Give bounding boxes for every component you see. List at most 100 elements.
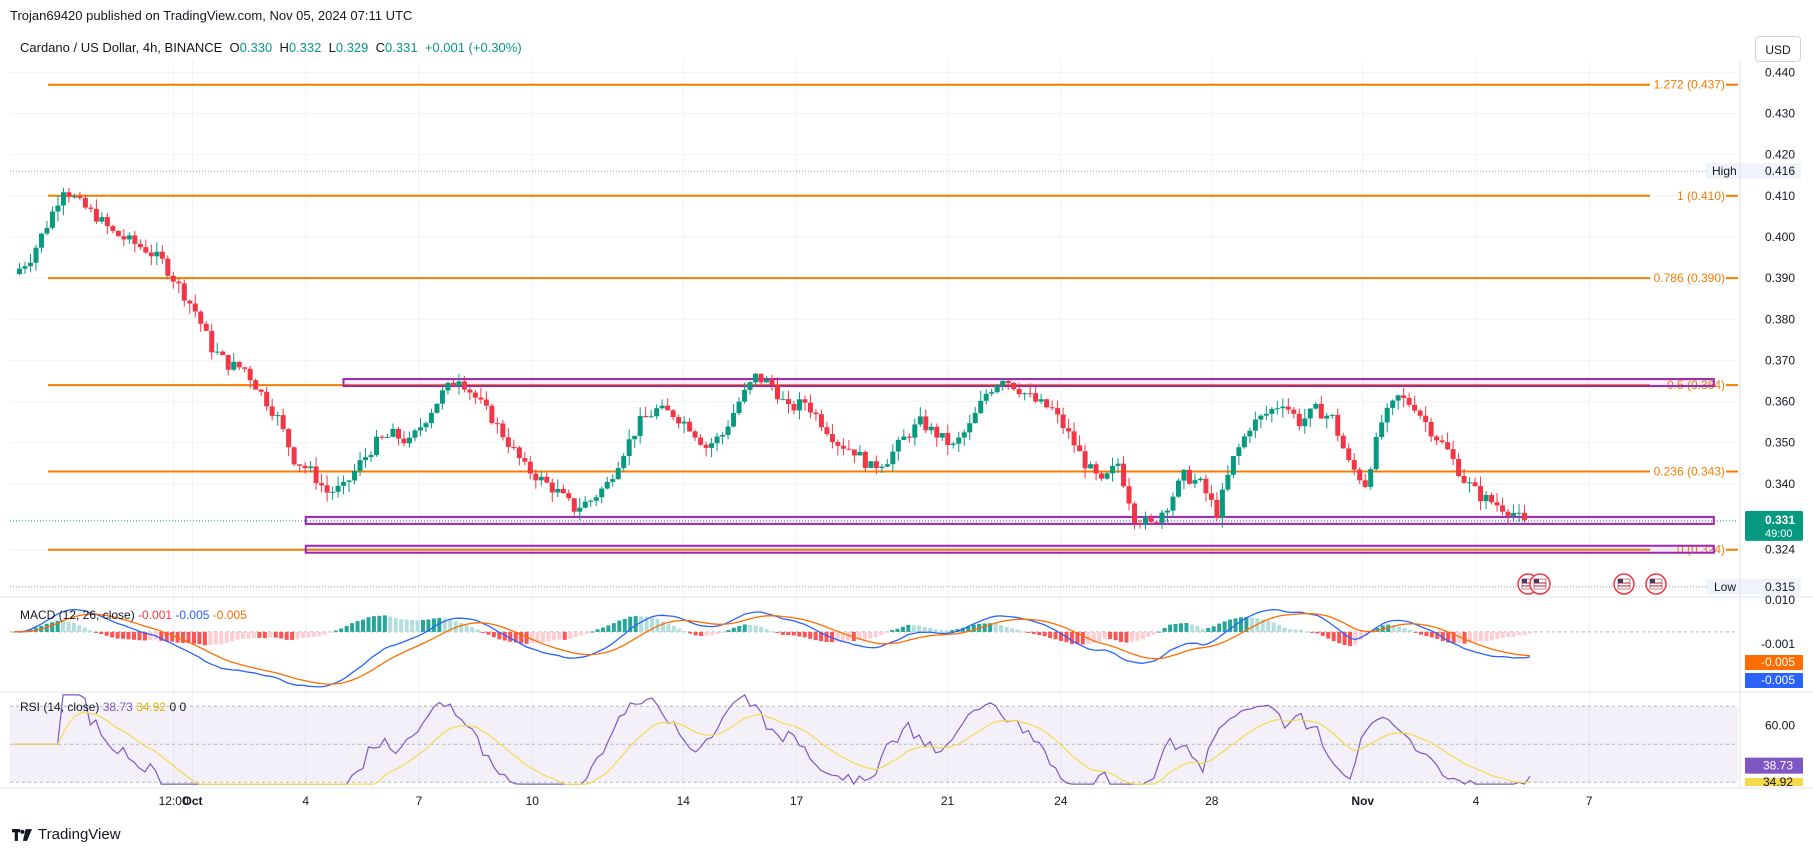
macd-hist-bar — [829, 631, 834, 643]
macd-hist-bar — [1478, 631, 1483, 642]
price-tick-label: 0.324 — [1765, 543, 1795, 557]
macd-hist-bar — [361, 619, 366, 632]
rsi-legend[interactable]: RSI (14, close) 38.73 34.92 0 0 — [20, 700, 186, 714]
rsi-legend-name: RSI (14, close) — [20, 700, 100, 714]
candle-body — [324, 485, 330, 493]
macd-hist-bar — [1408, 629, 1413, 632]
candle-body — [1489, 494, 1495, 503]
macd-hist-bar — [611, 623, 616, 632]
price-tick-label: 0.350 — [1765, 436, 1795, 450]
macd-value-badge-text: -0.005 — [1761, 655, 1795, 669]
candle-body — [1505, 511, 1511, 516]
macd-hist-bar — [328, 631, 333, 633]
candle-body — [77, 196, 83, 199]
macd-hist-bar — [633, 616, 638, 632]
macd-hist-bar — [1506, 631, 1511, 637]
tradingview-brand[interactable]: TradingView — [12, 826, 121, 843]
macd-legend[interactable]: MACD (12, 26, close) -0.001 -0.005 -0.00… — [20, 608, 247, 622]
candle-body — [1522, 512, 1528, 520]
candle-body — [555, 488, 561, 493]
macd-hist-bar — [82, 627, 87, 632]
macd-hist-bar — [290, 631, 295, 640]
candle-body — [1121, 463, 1127, 487]
macd-hist-bar — [344, 625, 349, 632]
candle-body — [1329, 414, 1335, 416]
candle-body — [16, 268, 22, 274]
macd-hist-bar — [988, 623, 993, 632]
candle-body — [1302, 418, 1308, 427]
candle-body — [829, 434, 835, 442]
candle-body — [390, 428, 396, 437]
candle-body — [1373, 437, 1379, 470]
macd-hist-bar — [1522, 631, 1527, 635]
rsi-axis-label: 60.00 — [1765, 718, 1795, 732]
candle-body — [121, 236, 127, 240]
macd-hist-bar — [660, 621, 665, 632]
macd-hist-bar — [1342, 631, 1347, 646]
macd-hist-bar — [508, 631, 513, 642]
symbol-legend[interactable]: Cardano / US Dollar, 4h, BINANCE O0.330 … — [20, 40, 522, 55]
candle-body — [1159, 512, 1165, 523]
macd-hist-bar — [906, 624, 911, 632]
candle-body — [280, 415, 286, 430]
tradingview-logo-icon — [12, 828, 32, 841]
macd-hist-bar — [186, 631, 191, 644]
macd-hist-bar — [1037, 631, 1042, 635]
candle-body — [939, 433, 945, 438]
candle-body — [978, 400, 984, 413]
candlestick-series — [16, 187, 1528, 530]
macd-hist-bar — [1298, 629, 1303, 632]
macd-hist-bar — [1435, 631, 1440, 639]
macd-hist-bar — [1397, 626, 1402, 632]
candle-body — [1483, 494, 1489, 502]
macd-hist-bar — [191, 631, 196, 644]
candle-body — [659, 405, 665, 409]
candle-body — [846, 448, 852, 450]
macd-hist-bar — [322, 631, 327, 635]
macd-hist-bar — [900, 626, 905, 632]
macd-hist-bar — [655, 619, 660, 632]
macd-hist-bar — [202, 631, 207, 646]
candle-body — [1461, 475, 1467, 483]
candle-body — [71, 196, 77, 198]
candle-body — [137, 243, 143, 248]
macd-hist-bar — [93, 631, 98, 633]
time-tick-label: 24 — [1054, 794, 1068, 808]
macd-hist-bar — [704, 631, 709, 636]
candle-body — [104, 217, 110, 227]
candle-body — [1307, 408, 1313, 419]
candle-body — [330, 491, 336, 493]
flag-stripes — [1533, 578, 1547, 590]
candle-body — [945, 433, 951, 446]
time-tick-label: 21 — [941, 794, 955, 808]
currency-button[interactable]: USD — [1755, 36, 1801, 62]
candle-body — [374, 436, 380, 456]
rsi-extra-value-1: 0 — [169, 700, 177, 714]
macd-hist-bar — [1222, 621, 1227, 632]
macd-hist-bar — [1113, 631, 1118, 641]
publisher-line: Trojan69420 published on TradingView.com… — [10, 8, 413, 23]
macd-line — [13, 608, 1531, 688]
macd-value-badge-text: -0.001 — [1761, 637, 1795, 651]
candle-body — [55, 205, 61, 212]
candle-body — [1093, 464, 1099, 474]
macd-hist-bar — [159, 631, 164, 641]
macd-hist-bar — [710, 631, 715, 636]
candle-body — [593, 497, 599, 501]
macd-hist-bar — [486, 631, 491, 635]
macd-hist-bar — [366, 617, 371, 632]
macd-hist-bar — [1528, 631, 1532, 634]
high-value: 0.332 — [288, 40, 322, 55]
macd-hist-bar — [1173, 623, 1178, 632]
candle-body — [434, 403, 440, 413]
macd-hist-bar — [448, 619, 453, 632]
candle-body — [395, 428, 401, 439]
candle-body — [868, 461, 874, 468]
macd-hist-bar — [1238, 617, 1243, 632]
candle-body — [423, 423, 429, 428]
candle-body — [934, 426, 940, 438]
